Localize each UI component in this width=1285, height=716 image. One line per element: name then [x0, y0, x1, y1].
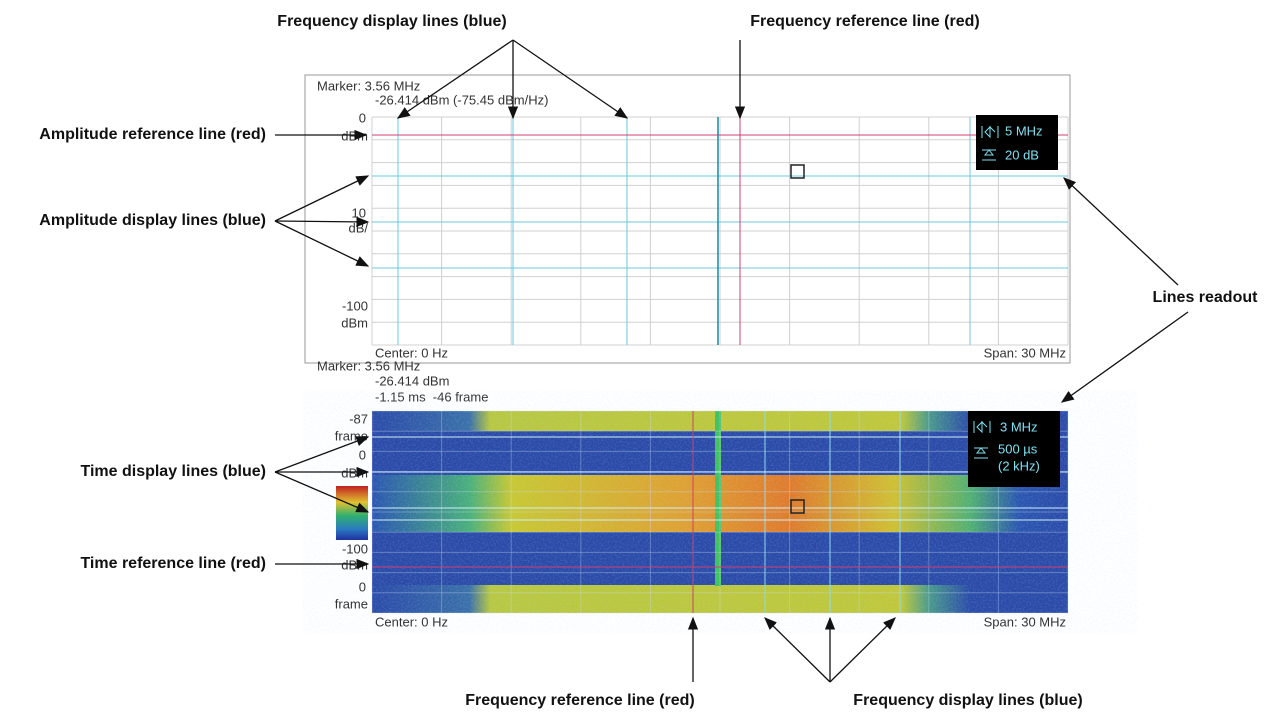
icon — [973, 420, 991, 434]
center-frequency: Center: 0 Hz — [375, 345, 448, 360]
callout: Amplitude reference line (red) — [39, 126, 266, 143]
spectrogram-noise — [372, 411, 1068, 613]
icon — [974, 447, 988, 459]
callout: Frequency reference line (red) — [465, 692, 694, 709]
arrow — [274, 220, 370, 267]
scale-label: 10 — [352, 205, 366, 220]
scale-unit: dBm — [341, 557, 368, 572]
lines-readout — [976, 115, 1058, 170]
scale-label: -100 — [342, 298, 368, 313]
scale-unit: dBm — [341, 465, 368, 480]
arrow — [829, 617, 896, 683]
scale-label: -87 — [349, 411, 368, 426]
callout: Amplitude display lines (blue) — [39, 212, 266, 229]
arrow — [274, 175, 370, 222]
arrow — [764, 617, 831, 683]
scale-label: 0 — [359, 110, 366, 125]
marker: Marker: 3.56 MHz — [317, 358, 420, 373]
span: Span: 30 MHz — [984, 345, 1066, 360]
arrow — [512, 39, 629, 119]
scale-label: -100 — [342, 541, 368, 556]
color-bar — [336, 486, 368, 540]
scale-unit: dBm — [341, 315, 368, 330]
readout-amplitude: 20 dB — [1005, 147, 1039, 162]
span: Span: 30 MHz — [984, 614, 1066, 629]
arrow — [274, 216, 370, 228]
center-frequency: Center: 0 Hz — [375, 614, 448, 629]
callout: Frequency reference line (red) — [750, 13, 979, 30]
callout: Lines readout — [1153, 289, 1259, 306]
callout: Frequency display lines (blue) — [277, 13, 506, 30]
readout-time: 500 µs — [998, 441, 1038, 456]
icon — [981, 125, 999, 139]
arrows — [274, 39, 1189, 683]
callout: Time reference line (red) — [80, 555, 266, 572]
spectrum-grid — [371, 116, 1069, 346]
arrow — [1063, 177, 1179, 286]
marker: Marker: 3.56 MHz — [317, 78, 420, 93]
marker-readout: -26.414 dBm (-75.45 dBm/Hz) — [375, 92, 548, 107]
arrow — [274, 471, 370, 513]
scale-label: 0 — [359, 447, 366, 462]
arrow — [1060, 311, 1189, 403]
scale-unit: dB/ — [348, 220, 368, 235]
readout-rate: (2 kHz) — [998, 458, 1040, 473]
scale-unit: frame — [335, 596, 368, 611]
scale-unit: frame — [335, 428, 368, 443]
spectrum-frame — [304, 74, 1071, 364]
callout: Frequency display lines (blue) — [853, 692, 1082, 709]
callout: Time display lines (blue) — [80, 463, 266, 480]
arrow — [274, 436, 370, 473]
readout-frequency: 5 MHz — [1005, 123, 1043, 138]
scale-label: 0 — [359, 579, 366, 594]
marker-box — [790, 499, 805, 514]
marker-box — [790, 164, 805, 179]
readout-frequency: 3 MHz — [1000, 419, 1038, 434]
scale-unit: dBm — [341, 128, 368, 143]
arrow — [396, 39, 514, 119]
icon — [982, 149, 996, 161]
marker-time: -1.15 ms -46 frame — [375, 389, 488, 404]
marker-amplitude: -26.414 dBm — [375, 373, 449, 388]
